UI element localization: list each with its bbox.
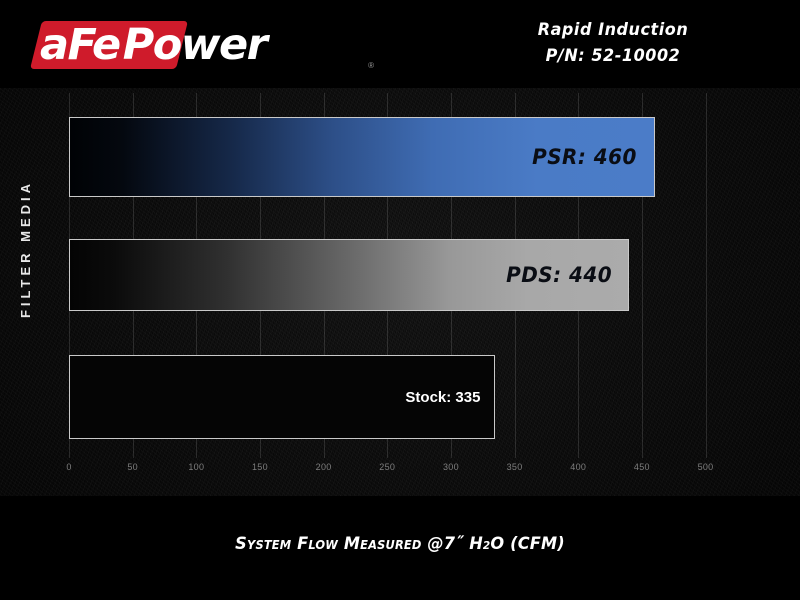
gridline-500 bbox=[705, 93, 707, 458]
y-axis-title: FILTER MEDIA bbox=[18, 180, 33, 319]
x-axis: 0 50 100 150 200 250 300 350 400 450 500 bbox=[66, 458, 731, 482]
x-tick-label: 350 bbox=[506, 462, 523, 472]
logo-wordmark: aFe Power bbox=[28, 16, 380, 74]
x-tick-label: 500 bbox=[697, 462, 714, 472]
bar-row: Stock: 335 bbox=[69, 355, 731, 439]
footer-band bbox=[0, 496, 800, 600]
caption-subscript: 2 bbox=[482, 539, 491, 552]
x-tick-label: 450 bbox=[633, 462, 650, 472]
x-tick-label: 250 bbox=[379, 462, 396, 472]
caption-prefix: System Flow Measured @7˝ H bbox=[235, 534, 483, 554]
bar-row: PDS: 440 bbox=[69, 239, 731, 311]
x-tick-label: 0 bbox=[66, 462, 72, 472]
bar-label-psr: PSR: 460 bbox=[532, 145, 638, 169]
x-tick-label: 200 bbox=[315, 462, 332, 472]
product-header: Rapid Induction P/N: 52-10002 bbox=[458, 18, 768, 69]
bar-label-stock: Stock: 335 bbox=[405, 388, 481, 406]
x-tick-label: 50 bbox=[127, 462, 138, 472]
x-tick-label: 100 bbox=[188, 462, 205, 472]
gridline-450 bbox=[641, 93, 643, 458]
bar-label-pds: PDS: 440 bbox=[505, 263, 612, 287]
bar-row: PSR: 460 bbox=[69, 117, 731, 197]
part-number: P/N: 52-10002 bbox=[545, 45, 681, 66]
x-tick-label: 400 bbox=[570, 462, 587, 472]
x-axis-caption: System Flow Measured @7˝ H2O (CFM) bbox=[20, 534, 780, 554]
bar-psr[interactable]: PSR: 460 bbox=[69, 117, 655, 197]
plot-area: PSR: 460 PDS: 440 Stock: 335 0 50 100 150 200 2… bbox=[66, 93, 731, 472]
x-tick-label: 150 bbox=[251, 462, 268, 472]
product-name: Rapid Induction bbox=[537, 20, 689, 40]
bar-stock[interactable]: Stock: 335 bbox=[69, 355, 496, 439]
bar-pds[interactable]: PDS: 440 bbox=[69, 239, 630, 311]
logo-power-text: Power bbox=[122, 20, 268, 70]
registered-trademark-icon: ® bbox=[368, 61, 374, 70]
x-tick-label: 300 bbox=[442, 462, 459, 472]
caption-suffix: O (CFM) bbox=[490, 534, 565, 554]
logo-afe-text: aFe bbox=[40, 20, 121, 70]
afe-power-logo: aFe Power ® bbox=[20, 16, 388, 74]
